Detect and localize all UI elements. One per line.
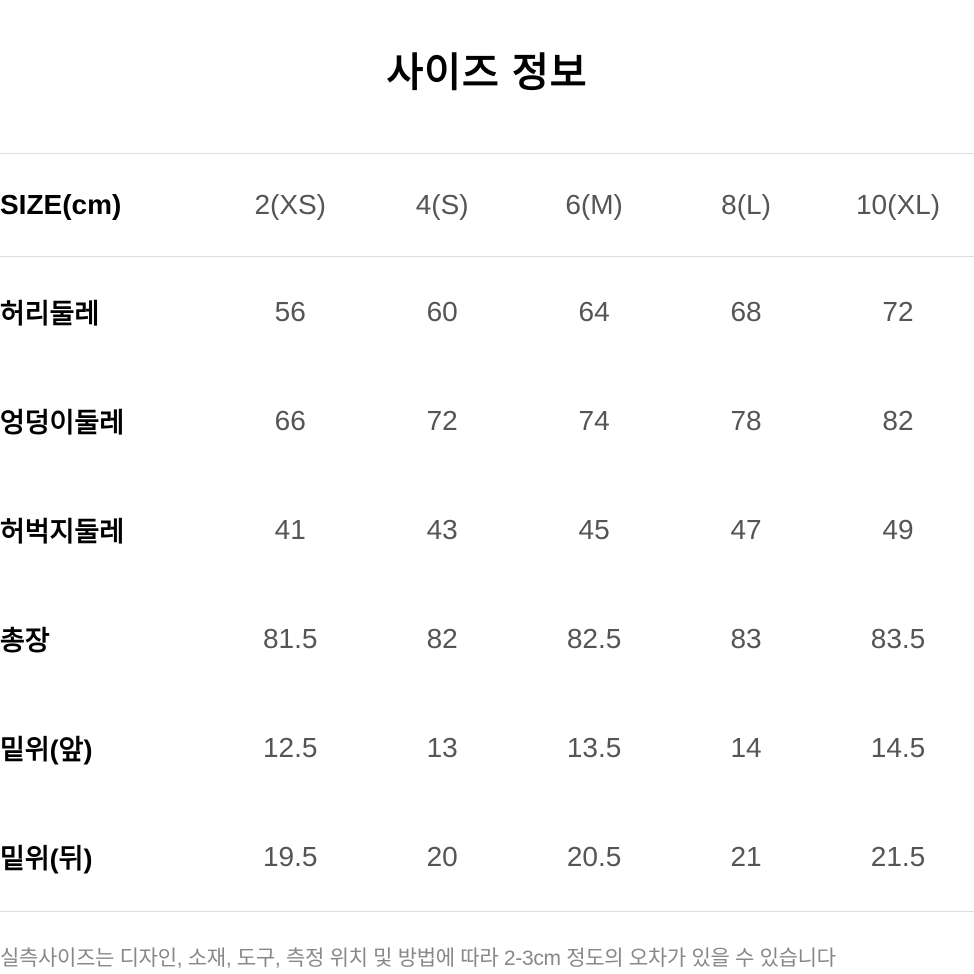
footnote-text: 실측사이즈는 디자인, 소재, 도구, 측정 위치 및 방법에 따라 2-3cm… bbox=[0, 942, 974, 972]
table-row: 밑위(앞) 12.5 13 13.5 14 14.5 bbox=[0, 693, 974, 802]
header-size: 10(XL) bbox=[822, 154, 974, 257]
table-row: 허리둘레 56 60 64 68 72 bbox=[0, 257, 974, 367]
row-label: 밑위(뒤) bbox=[0, 802, 214, 911]
header-size: 8(L) bbox=[670, 154, 822, 257]
row-value: 82 bbox=[822, 366, 974, 475]
row-value: 13 bbox=[366, 693, 518, 802]
size-info-container: 사이즈 정보 SIZE(cm) 2(XS) 4(S) 6(M) 8(L) 10(… bbox=[0, 0, 974, 972]
row-label: 허리둘레 bbox=[0, 257, 214, 367]
row-value: 82 bbox=[366, 584, 518, 693]
row-value: 45 bbox=[518, 475, 670, 584]
row-label: 엉덩이둘레 bbox=[0, 366, 214, 475]
row-label: 밑위(앞) bbox=[0, 693, 214, 802]
row-label: 허벅지둘레 bbox=[0, 475, 214, 584]
row-value: 60 bbox=[366, 257, 518, 367]
row-value: 14.5 bbox=[822, 693, 974, 802]
row-value: 41 bbox=[214, 475, 366, 584]
row-value: 14 bbox=[670, 693, 822, 802]
row-value: 64 bbox=[518, 257, 670, 367]
row-value: 83.5 bbox=[822, 584, 974, 693]
row-value: 13.5 bbox=[518, 693, 670, 802]
table-row: 밑위(뒤) 19.5 20 20.5 21 21.5 bbox=[0, 802, 974, 911]
row-value: 20 bbox=[366, 802, 518, 911]
header-label: SIZE(cm) bbox=[0, 154, 214, 257]
row-value: 78 bbox=[670, 366, 822, 475]
row-value: 66 bbox=[214, 366, 366, 475]
row-value: 81.5 bbox=[214, 584, 366, 693]
row-value: 72 bbox=[366, 366, 518, 475]
table-row: 총장 81.5 82 82.5 83 83.5 bbox=[0, 584, 974, 693]
row-value: 68 bbox=[670, 257, 822, 367]
row-value: 12.5 bbox=[214, 693, 366, 802]
row-value: 56 bbox=[214, 257, 366, 367]
row-value: 83 bbox=[670, 584, 822, 693]
header-size: 2(XS) bbox=[214, 154, 366, 257]
table-body: 허리둘레 56 60 64 68 72 엉덩이둘레 66 72 74 78 82… bbox=[0, 257, 974, 912]
size-table: SIZE(cm) 2(XS) 4(S) 6(M) 8(L) 10(XL) 허리둘… bbox=[0, 154, 974, 911]
size-table-wrapper: SIZE(cm) 2(XS) 4(S) 6(M) 8(L) 10(XL) 허리둘… bbox=[0, 153, 974, 912]
header-size: 6(M) bbox=[518, 154, 670, 257]
header-size: 4(S) bbox=[366, 154, 518, 257]
row-value: 49 bbox=[822, 475, 974, 584]
row-label: 총장 bbox=[0, 584, 214, 693]
row-value: 20.5 bbox=[518, 802, 670, 911]
row-value: 43 bbox=[366, 475, 518, 584]
row-value: 82.5 bbox=[518, 584, 670, 693]
row-value: 74 bbox=[518, 366, 670, 475]
table-row: 허벅지둘레 41 43 45 47 49 bbox=[0, 475, 974, 584]
row-value: 21.5 bbox=[822, 802, 974, 911]
row-value: 21 bbox=[670, 802, 822, 911]
table-row: 엉덩이둘레 66 72 74 78 82 bbox=[0, 366, 974, 475]
row-value: 72 bbox=[822, 257, 974, 367]
row-value: 19.5 bbox=[214, 802, 366, 911]
row-value: 47 bbox=[670, 475, 822, 584]
page-title: 사이즈 정보 bbox=[0, 40, 974, 98]
table-header-row: SIZE(cm) 2(XS) 4(S) 6(M) 8(L) 10(XL) bbox=[0, 154, 974, 257]
